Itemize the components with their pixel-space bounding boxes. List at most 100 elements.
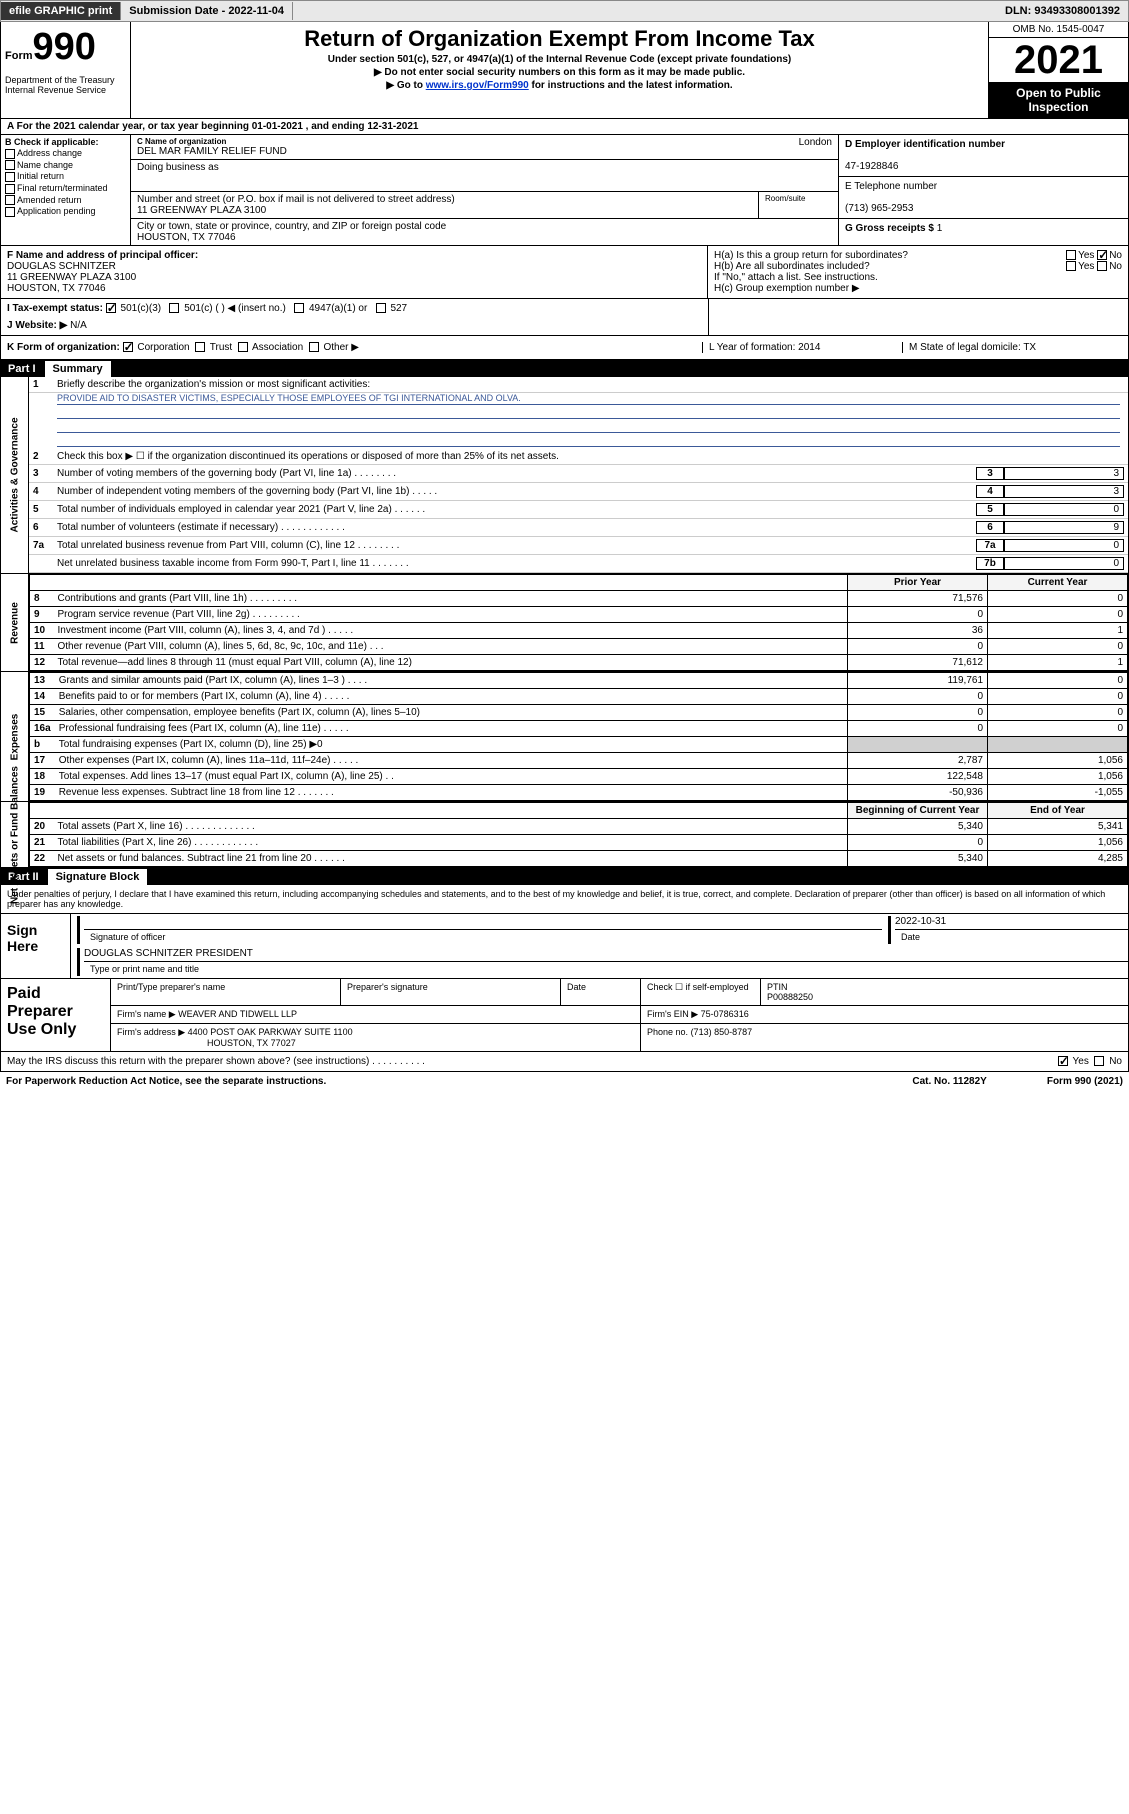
- cb-other[interactable]: [309, 342, 319, 352]
- cb-527[interactable]: [376, 303, 386, 313]
- officer-addr1: 11 GREENWAY PLAZA 3100: [7, 272, 136, 283]
- cb-final-return[interactable]: Final return/terminated: [5, 183, 126, 194]
- cb-application-pending[interactable]: Application pending: [5, 206, 126, 217]
- officer-name: DOUGLAS SCHNITZER: [7, 261, 116, 272]
- efile-button[interactable]: efile GRAPHIC print: [1, 2, 121, 20]
- firm-name: WEAVER AND TIDWELL LLP: [178, 1009, 297, 1019]
- street: 11 GREENWAY PLAZA 3100: [137, 205, 752, 216]
- l-year-formation: L Year of formation: 2014: [702, 342, 902, 353]
- line1-desc: Briefly describe the organization's miss…: [57, 379, 1124, 390]
- vert-activities: Activities & Governance: [1, 377, 29, 573]
- part-i-header: Part I Summary: [0, 360, 1129, 377]
- footer-catno: Cat. No. 11282Y: [912, 1076, 986, 1087]
- preparer-sig-hdr: Preparer's signature: [341, 979, 561, 1005]
- cb-corporation[interactable]: [123, 342, 133, 352]
- website: N/A: [70, 320, 87, 331]
- k-label: K Form of organization:: [7, 342, 120, 353]
- dept-label: Department of the Treasury Internal Reve…: [5, 75, 126, 95]
- firm-addr-label: Firm's address ▶: [117, 1027, 185, 1037]
- header-line2: ▶ Go to www.irs.gov/Form990 for instruct…: [139, 80, 980, 91]
- gross-receipts: 1: [937, 223, 943, 234]
- header-line1: ▶ Do not enter social security numbers o…: [139, 67, 980, 78]
- line7a-val: 0: [1004, 539, 1124, 552]
- irs-link[interactable]: www.irs.gov/Form990: [426, 80, 529, 91]
- hc-label: H(c) Group exemption number ▶: [714, 283, 1122, 294]
- firm-phone: (713) 850-8787: [691, 1027, 753, 1037]
- ein: 47-1928846: [845, 161, 898, 172]
- cb-501c[interactable]: [169, 303, 179, 313]
- footer-left: For Paperwork Reduction Act Notice, see …: [6, 1076, 326, 1087]
- j-label: J Website: ▶: [7, 320, 67, 331]
- table-row: 18Total expenses. Add lines 13–17 (must …: [30, 769, 1128, 785]
- officer-printed-name: DOUGLAS SCHNITZER PRESIDENT: [84, 948, 1128, 962]
- dln: DLN: 93493308001392: [997, 2, 1128, 20]
- row-a-tax-year: A For the 2021 calendar year, or tax yea…: [0, 119, 1129, 135]
- ha-no[interactable]: [1097, 250, 1107, 260]
- table-row: 13Grants and similar amounts paid (Part …: [30, 673, 1128, 689]
- line7b-desc: Net unrelated business taxable income fr…: [57, 558, 972, 569]
- vert-netassets: Net Assets or Fund Balances: [1, 802, 29, 867]
- table-row: bTotal fundraising expenses (Part IX, co…: [30, 737, 1128, 753]
- dba-label: Doing business as: [137, 162, 832, 173]
- section-b-label: B Check if applicable:: [5, 137, 126, 147]
- hb-label: H(b) Are all subordinates included?: [714, 261, 870, 272]
- line7a-desc: Total unrelated business revenue from Pa…: [57, 540, 972, 551]
- table-row: 9Program service revenue (Part VIII, lin…: [30, 607, 1128, 623]
- line4-desc: Number of independent voting members of …: [57, 486, 972, 497]
- form-990-label: Form990: [5, 26, 126, 69]
- city: HOUSTON, TX 77046: [137, 232, 832, 243]
- sig-date: 2022-10-31: [895, 916, 1128, 930]
- cb-name-change[interactable]: Name change: [5, 160, 126, 171]
- top-bar: efile GRAPHIC print Submission Date - 20…: [0, 0, 1129, 22]
- submission-date: Submission Date - 2022-11-04: [121, 2, 293, 20]
- netassets-table: Beginning of Current YearEnd of Year 20T…: [29, 802, 1128, 867]
- self-employed-hdr: Check ☐ if self-employed: [641, 979, 761, 1005]
- name-title-label: Type or print name and title: [84, 962, 1128, 976]
- cb-amended-return[interactable]: Amended return: [5, 195, 126, 206]
- line3-desc: Number of voting members of the governin…: [57, 468, 972, 479]
- table-row: 19Revenue less expenses. Subtract line 1…: [30, 785, 1128, 801]
- hb-yes[interactable]: [1066, 261, 1076, 271]
- discuss-no[interactable]: [1094, 1056, 1104, 1066]
- line4-val: 3: [1004, 485, 1124, 498]
- cb-501c3[interactable]: [106, 303, 116, 313]
- line6-desc: Total number of volunteers (estimate if …: [57, 522, 972, 533]
- signature-intro: Under penalties of perjury, I declare th…: [0, 885, 1129, 914]
- room-suite-label: Room/suite: [758, 192, 838, 218]
- hb-no[interactable]: [1097, 261, 1107, 271]
- sign-here-label: Sign Here: [1, 914, 71, 978]
- table-row: 11Other revenue (Part VIII, column (A), …: [30, 639, 1128, 655]
- table-row: 14Benefits paid to or for members (Part …: [30, 689, 1128, 705]
- cb-4947[interactable]: [294, 303, 304, 313]
- open-public-badge: Open to Public Inspection: [989, 82, 1128, 118]
- part-ii-header: Part II Signature Block: [0, 868, 1129, 885]
- firm-ein: 75-0786316: [701, 1009, 749, 1019]
- firm-ein-label: Firm's EIN ▶: [647, 1009, 698, 1019]
- ha-yes[interactable]: [1066, 250, 1076, 260]
- officer-addr2: HOUSTON, TX 77046: [7, 283, 106, 294]
- table-row: 21Total liabilities (Part X, line 26) . …: [30, 835, 1128, 851]
- ptin: P00888250: [767, 992, 813, 1002]
- table-row: 12Total revenue—add lines 8 through 11 (…: [30, 655, 1128, 671]
- firm-addr2: HOUSTON, TX 77027: [207, 1038, 296, 1048]
- table-row: 10Investment income (Part VIII, column (…: [30, 623, 1128, 639]
- line5-desc: Total number of individuals employed in …: [57, 504, 972, 515]
- form-subtitle: Under section 501(c), 527, or 4947(a)(1)…: [139, 54, 980, 65]
- cb-initial-return[interactable]: Initial return: [5, 171, 126, 182]
- form-header: Form990 Department of the Treasury Inter…: [0, 22, 1129, 119]
- mission-text: PROVIDE AID TO DISASTER VICTIMS, ESPECIA…: [57, 393, 1120, 405]
- form-title: Return of Organization Exempt From Incom…: [139, 26, 980, 52]
- cb-trust[interactable]: [195, 342, 205, 352]
- m-state-domicile: M State of legal domicile: TX: [902, 342, 1122, 353]
- vert-revenue: Revenue: [1, 574, 29, 671]
- discuss-question: May the IRS discuss this return with the…: [7, 1056, 425, 1067]
- phone-label: E Telephone number: [845, 181, 937, 192]
- footer-form: Form 990 (2021): [1047, 1076, 1123, 1087]
- paid-preparer-label: Paid Preparer Use Only: [1, 979, 111, 1051]
- cb-address-change[interactable]: Address change: [5, 148, 126, 159]
- discuss-yes[interactable]: [1058, 1056, 1068, 1066]
- cb-association[interactable]: [238, 342, 248, 352]
- street-label: Number and street (or P.O. box if mail i…: [137, 194, 752, 205]
- phone: (713) 965-2953: [845, 203, 913, 214]
- table-row: 22Net assets or fund balances. Subtract …: [30, 851, 1128, 867]
